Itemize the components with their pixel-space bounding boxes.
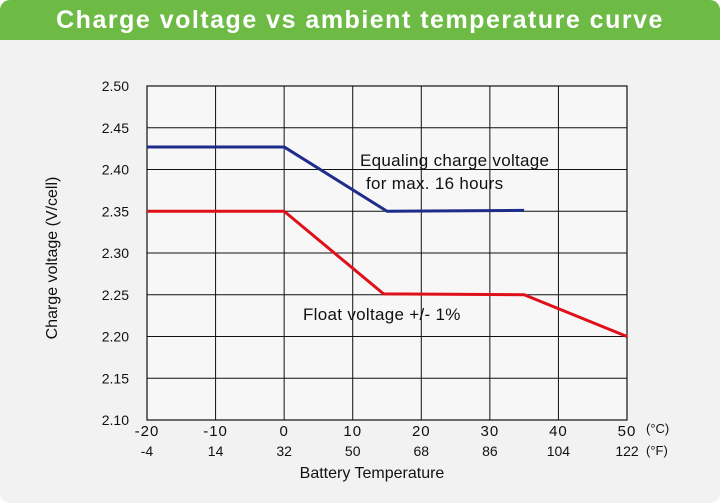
y-tick-label: 2.50	[102, 78, 129, 94]
x-tick-label-celsius: 0	[279, 423, 288, 440]
y-tick-label: 2.45	[102, 120, 129, 136]
x-tick-label-fahrenheit: 104	[547, 443, 571, 459]
x-tick-label-fahrenheit: -4	[141, 443, 154, 459]
y-tick-label: 2.35	[102, 203, 129, 219]
equalizing-line	[147, 145, 525, 213]
x-tick-label-celsius: 40	[549, 423, 568, 440]
x-tick-label-fahrenheit: 68	[413, 443, 429, 459]
y-tick-label: 2.10	[102, 412, 129, 428]
unit-fahrenheit: (°F)	[646, 443, 668, 458]
x-tick-label-celsius: 30	[481, 423, 500, 440]
chart-title: Charge voltage vs ambient temperature cu…	[0, 0, 720, 40]
y-tick-label: 2.40	[102, 162, 129, 178]
grid	[146, 85, 628, 421]
unit-celsius: (°C)	[646, 421, 669, 436]
ticks-group: 2.50 2.45 2.40 2.35 2.30 2.25 2.20 2.15 2.10 -20 -…	[102, 78, 639, 459]
y-tick-label: 2.20	[102, 329, 129, 345]
float-annotation: Float voltage +/- 1%	[303, 305, 461, 324]
x-tick-label-celsius: -20	[135, 423, 160, 440]
y-tick-label: 2.25	[102, 287, 129, 303]
x-axis-label: Battery Temperature	[300, 465, 445, 482]
equalizing-annotation-line1: Equaling charge voltage	[360, 151, 549, 170]
x-tick-label-celsius: 10	[343, 423, 362, 440]
float-line	[147, 209, 628, 338]
x-tick-label-fahrenheit: 86	[482, 443, 498, 459]
x-tick-label-fahrenheit: 122	[615, 443, 639, 459]
x-tick-label-fahrenheit: 14	[208, 443, 224, 459]
series-group	[147, 145, 628, 338]
y-tick-label: 2.15	[102, 370, 129, 386]
x-tick-label-fahrenheit: 32	[276, 443, 292, 459]
x-tick-label-celsius: 50	[618, 423, 637, 440]
x-tick-label-fahrenheit: 50	[345, 443, 361, 459]
y-axis-label: Charge voltage (V/cell)	[44, 177, 61, 340]
labels-group: Charge voltage (V/cell) Battery Temperat…	[44, 151, 669, 482]
equalizing-annotation-line2: for max. 16 hours	[366, 174, 503, 193]
x-tick-label-celsius: 20	[412, 423, 431, 440]
y-tick-label: 2.30	[102, 245, 129, 261]
x-tick-label-celsius: -10	[203, 423, 228, 440]
